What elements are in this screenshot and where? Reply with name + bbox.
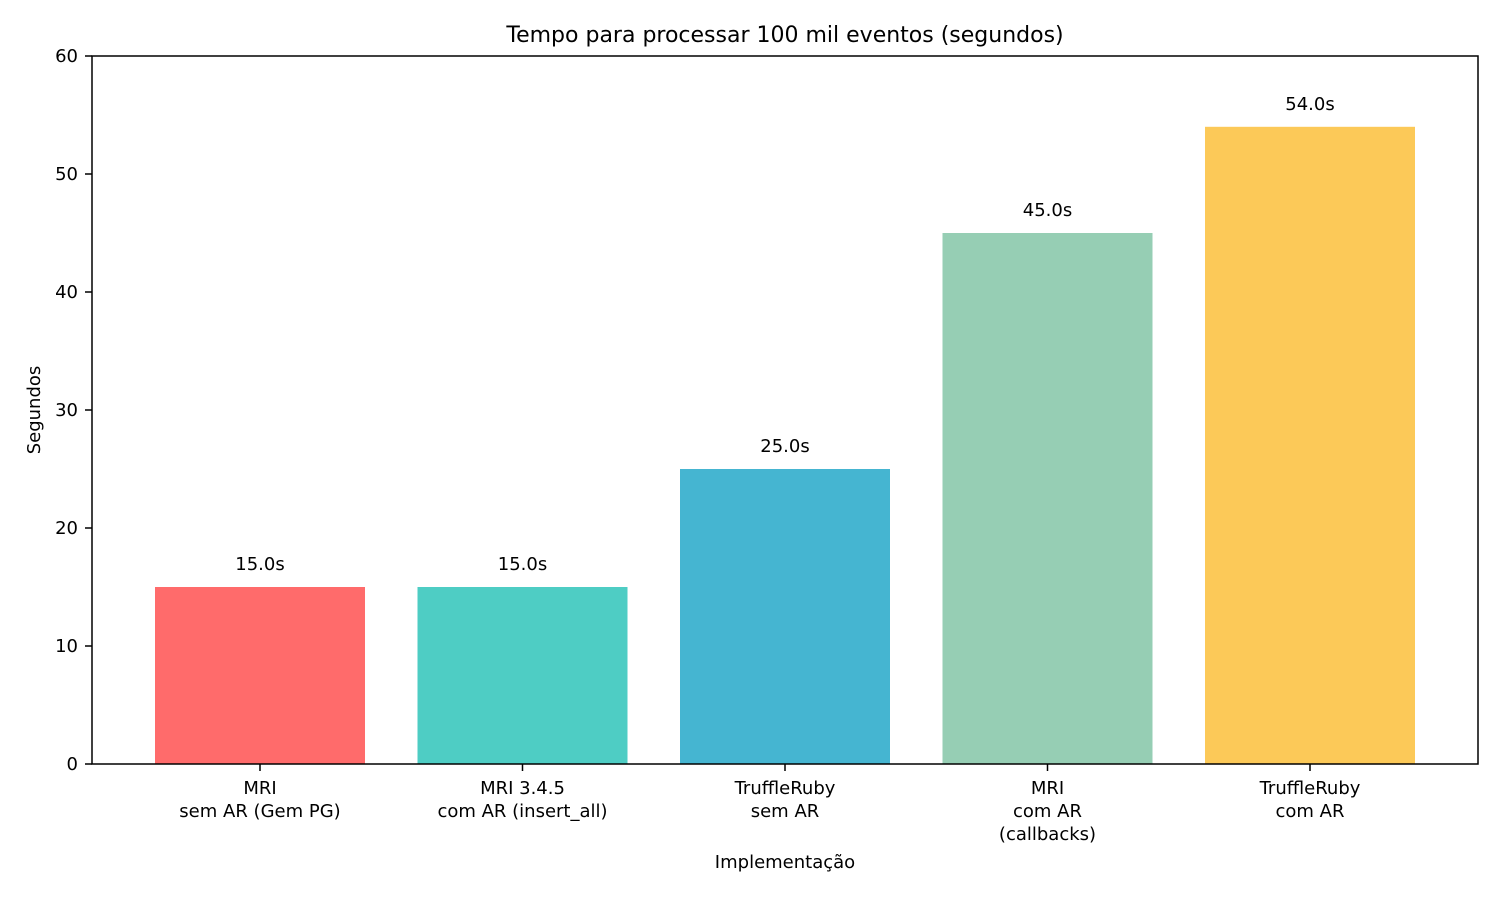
bar [417, 587, 628, 764]
value-labels-group: 15.0s 15.0s 25.0s 45.0s 54.0s [235, 94, 1334, 575]
x-axis-label: Implementação [715, 852, 855, 873]
y-tick-label: 40 [55, 282, 78, 303]
bar [680, 469, 890, 764]
x-tick-label: TruffleRuby sem AR [734, 778, 836, 822]
y-tick-label: 60 [55, 46, 78, 67]
x-tick-label: MRI com AR (callbacks) [999, 778, 1096, 845]
bar-value-label: 25.0s [760, 436, 809, 457]
y-tick-label: 0 [67, 754, 78, 775]
bar-value-label: 54.0s [1285, 94, 1334, 115]
bar [155, 587, 365, 764]
y-axis: 0 10 20 30 40 50 60 [55, 46, 92, 775]
chart-title: Tempo para processar 100 mil eventos (se… [505, 23, 1063, 48]
x-tick-label: MRI 3.4.5 com AR (insert_all) [437, 778, 607, 822]
bar-value-label: 15.0s [498, 554, 547, 575]
x-tick-label: MRI sem AR (Gem PG) [179, 778, 340, 822]
y-tick-label: 30 [55, 400, 78, 421]
bar-value-label: 15.0s [235, 554, 284, 575]
bars-group [155, 126, 1415, 765]
x-tick-label: TruffleRuby com AR [1259, 778, 1361, 822]
bar-value-label: 45.0s [1023, 200, 1072, 221]
bar [1205, 126, 1415, 765]
y-axis-label: Segundos [24, 366, 45, 455]
x-axis: MRI sem AR (Gem PG) MRI 3.4.5 com AR (inser… [179, 764, 1361, 845]
plot-frame [91, 55, 1479, 765]
y-tick-label: 50 [55, 164, 78, 185]
y-tick-label: 20 [55, 518, 78, 539]
bar [942, 233, 1153, 764]
y-tick-label: 10 [55, 636, 78, 657]
